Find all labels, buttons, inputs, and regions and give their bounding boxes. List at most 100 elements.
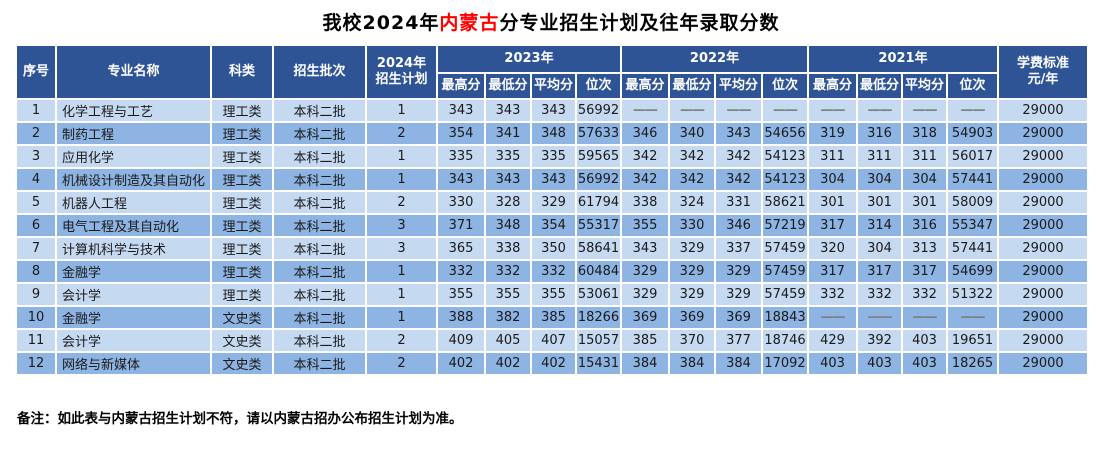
table-row: 9 会计学 理工类 本科二批 1 355 355 355 53061 329 329 329 57459…: [15, 282, 1089, 307]
major-name-cell: 金融学: [55, 259, 212, 284]
admission-score-table: 序号 专业名称 科类 招生批次 2024年 招生计划 2023年 2022年 2…: [15, 44, 1089, 376]
score-cell: 317: [856, 259, 903, 284]
score-cell: 382: [484, 305, 532, 330]
score-cell: ——: [807, 305, 858, 330]
table-header: 序号 专业名称 科类 招生批次 2024年 招生计划 2023年 2022年 2…: [15, 44, 1089, 100]
score-cell: 355: [484, 282, 532, 307]
score-cell: ——: [714, 98, 763, 123]
batch-cell: 本科二批: [272, 167, 367, 192]
score-cell: 332: [436, 259, 486, 284]
category-cell: 理工类: [210, 236, 274, 261]
major-name-cell: 机器人工程: [55, 190, 212, 215]
major-name-cell: 计算机科学与技术: [55, 236, 212, 261]
header-2021-rank: 位次: [946, 72, 999, 100]
score-cell: 343: [484, 167, 532, 192]
rank-cell: 55347: [946, 213, 999, 238]
major-name-cell: 网络与新媒体: [55, 351, 212, 376]
score-cell: 365: [436, 236, 486, 261]
rank-cell: 57459: [761, 259, 809, 284]
score-cell: 329: [668, 259, 716, 284]
score-cell: ——: [668, 98, 716, 123]
score-cell: 355: [620, 213, 670, 238]
score-cell: 329: [714, 259, 763, 284]
rank-cell: 18265: [946, 351, 999, 376]
table-row: 10 金融学 文史类 本科二批 1 388 382 385 18266 369 369 369 1884…: [15, 305, 1089, 330]
score-cell: ——: [856, 305, 903, 330]
rank-cell: 18746: [761, 328, 809, 353]
score-cell: 338: [620, 190, 670, 215]
title-province-highlight: 内蒙古: [439, 12, 500, 34]
score-cell: 301: [901, 190, 948, 215]
score-cell: 402: [436, 351, 486, 376]
score-cell: 301: [807, 190, 858, 215]
header-plan-2024: 2024年 招生计划: [365, 44, 438, 100]
score-cell: 301: [856, 190, 903, 215]
score-cell: 407: [530, 328, 577, 353]
plan-cell: 1: [365, 144, 438, 169]
tuition-cell: 29000: [997, 121, 1089, 146]
score-cell: 377: [714, 328, 763, 353]
score-cell: 409: [436, 328, 486, 353]
score-cell: 329: [668, 236, 716, 261]
category-cell: 理工类: [210, 282, 274, 307]
score-cell: 329: [530, 190, 577, 215]
score-cell: 332: [807, 282, 858, 307]
score-cell: 337: [714, 236, 763, 261]
row-no-cell: 1: [15, 98, 57, 123]
score-cell: 316: [856, 121, 903, 146]
score-cell: 342: [620, 167, 670, 192]
score-cell: 346: [620, 121, 670, 146]
major-name-cell: 金融学: [55, 305, 212, 330]
score-cell: 384: [714, 351, 763, 376]
score-cell: ——: [620, 98, 670, 123]
score-cell: 343: [530, 167, 577, 192]
tuition-cell: 29000: [997, 190, 1089, 215]
score-cell: 311: [901, 144, 948, 169]
row-no-cell: 4: [15, 167, 57, 192]
rank-cell: 19651: [946, 328, 999, 353]
table-row: 4 机械设计制造及其自动化 理工类 本科二批 1 343 343 343 56992 342 342…: [15, 167, 1089, 192]
score-cell: 332: [484, 259, 532, 284]
rank-cell: 57633: [575, 121, 622, 146]
score-cell: 369: [620, 305, 670, 330]
score-cell: 369: [668, 305, 716, 330]
score-cell: 429: [807, 328, 858, 353]
score-cell: 343: [484, 98, 532, 123]
table-row: 2 制药工程 理工类 本科二批 2 354 341 348 57633 346 340 343 5465…: [15, 121, 1089, 146]
header-year-2022: 2022年: [620, 44, 809, 74]
batch-cell: 本科二批: [272, 328, 367, 353]
score-cell: 342: [668, 167, 716, 192]
score-cell: 342: [714, 144, 763, 169]
category-cell: 理工类: [210, 144, 274, 169]
row-no-cell: 7: [15, 236, 57, 261]
rank-cell: 58621: [761, 190, 809, 215]
score-cell: 335: [484, 144, 532, 169]
header-year-2023: 2023年: [436, 44, 622, 74]
plan-cell: 3: [365, 236, 438, 261]
header-2021-min: 最低分: [856, 72, 903, 100]
row-no-cell: 9: [15, 282, 57, 307]
rank-cell: 15057: [575, 328, 622, 353]
score-cell: 338: [484, 236, 532, 261]
score-cell: 403: [901, 351, 948, 376]
score-cell: 319: [807, 121, 858, 146]
row-no-cell: 3: [15, 144, 57, 169]
score-cell: 332: [901, 282, 948, 307]
score-cell: 314: [856, 213, 903, 238]
footnote: 备注：如此表与内蒙古招生计划不符，请以内蒙古招办公布招生计划为准。: [17, 411, 463, 427]
table-row: 6 电气工程及其自动化 理工类 本科二批 3 371 348 354 55317 355 330 34…: [15, 213, 1089, 238]
score-cell: 343: [714, 121, 763, 146]
header-category: 科类: [210, 44, 274, 100]
score-cell: 405: [484, 328, 532, 353]
table-row: 5 机器人工程 理工类 本科二批 2 330 328 329 61794 338 324 331 586…: [15, 190, 1089, 215]
category-cell: 理工类: [210, 98, 274, 123]
score-cell: 343: [530, 98, 577, 123]
plan-cell: 2: [365, 328, 438, 353]
tuition-cell: 29000: [997, 144, 1089, 169]
score-cell: 355: [530, 282, 577, 307]
score-cell: 335: [436, 144, 486, 169]
rank-cell: 17092: [761, 351, 809, 376]
plan-cell: 1: [365, 259, 438, 284]
rank-cell: 18266: [575, 305, 622, 330]
tuition-cell: 29000: [997, 213, 1089, 238]
